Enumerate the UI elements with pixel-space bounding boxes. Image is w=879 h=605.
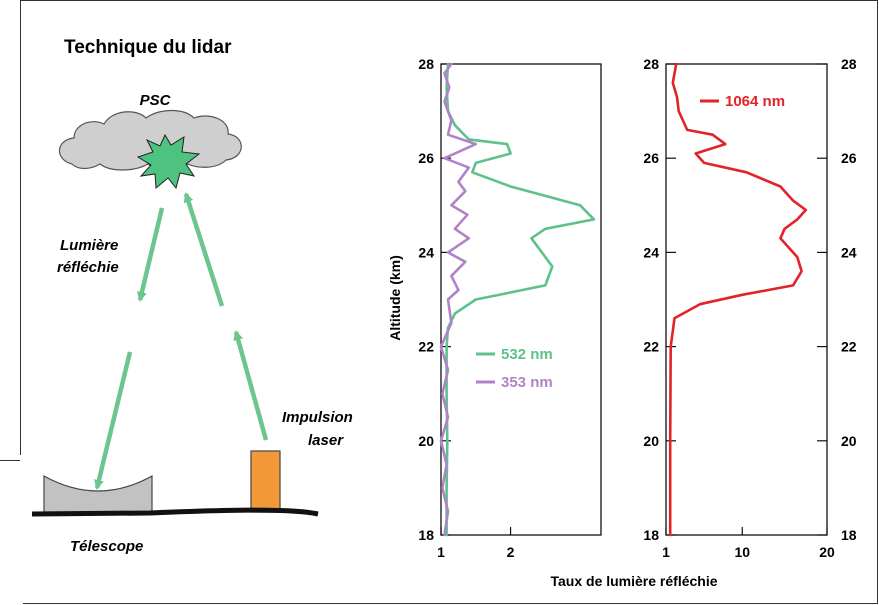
ground-line (31, 507, 319, 517)
x-tick-label: 2 (507, 544, 515, 560)
x-axis-label: Taux de lumière réfléchie (550, 573, 717, 589)
y-tick-label-right: 20 (841, 433, 857, 449)
legend-label: 1064 nm (725, 93, 785, 110)
laser-pulse-label-1: Impulsion (282, 409, 353, 426)
x-tick-label: 20 (819, 544, 835, 560)
y-tick-label: 28 (643, 56, 659, 72)
schematic-title: Technique du lidar (64, 37, 232, 58)
y-tick-label: 24 (643, 244, 659, 260)
x-tick-label: 1 (662, 544, 670, 560)
series-line (439, 62, 478, 537)
y-tick-label: 26 (418, 150, 434, 166)
chart-532-353: 18 20 22 24 26 28 1 2 532 nm 353 nm (418, 56, 602, 560)
lidar-schematic: Technique du lidar PSC Lumière réfléchie… (31, 37, 353, 555)
series-line (668, 62, 808, 537)
plot-frame (440, 63, 602, 536)
y-tick-label: 18 (643, 527, 659, 543)
telescope (43, 474, 153, 514)
y-tick-label: 22 (418, 339, 434, 355)
y-tick-label: 28 (418, 56, 434, 72)
reflected-beam-lower (94, 351, 133, 490)
figure-border (20, 0, 878, 604)
reflected-light-label-2: réfléchie (57, 259, 119, 276)
y-tick-label-right: 28 (841, 56, 857, 72)
scatter-burst (136, 133, 201, 190)
y-tick-label: 20 (643, 433, 659, 449)
y-tick-label-right: 18 (841, 527, 857, 543)
psc-label: PSC (140, 92, 172, 109)
reflected-light-label-1: Lumière (60, 237, 118, 254)
laser-pulse-label-2: laser (308, 432, 344, 449)
telescope-label: Télescope (70, 538, 143, 555)
chart-1064: 18 18 20 20 22 22 24 24 26 26 28 28 1 10 20 1064 nm (643, 56, 856, 560)
reflected-beam-upper (136, 207, 165, 302)
y-tick-label-right: 24 (841, 244, 857, 260)
y-tick-label-right: 22 (841, 339, 857, 355)
border-mask (0, 455, 23, 605)
y-axis-label: Altitude (km) (387, 255, 403, 341)
y-tick-label: 18 (418, 527, 434, 543)
y-tick-label: 20 (418, 433, 434, 449)
y-tick-label: 22 (643, 339, 659, 355)
y-tick-label-right: 26 (841, 150, 857, 166)
x-tick-label: 1 (437, 544, 445, 560)
legend-label: 532 nm (501, 346, 553, 363)
y-tick-label: 26 (643, 150, 659, 166)
laser-emitter (250, 450, 281, 513)
y-tick-label: 24 (418, 244, 434, 260)
plot-frame (665, 63, 828, 536)
laser-beam-upper (183, 192, 225, 307)
x-tick-label: 10 (734, 544, 750, 560)
laser-beam-lower (233, 330, 269, 441)
legend-label: 353 nm (501, 374, 553, 391)
series-line (445, 62, 596, 537)
